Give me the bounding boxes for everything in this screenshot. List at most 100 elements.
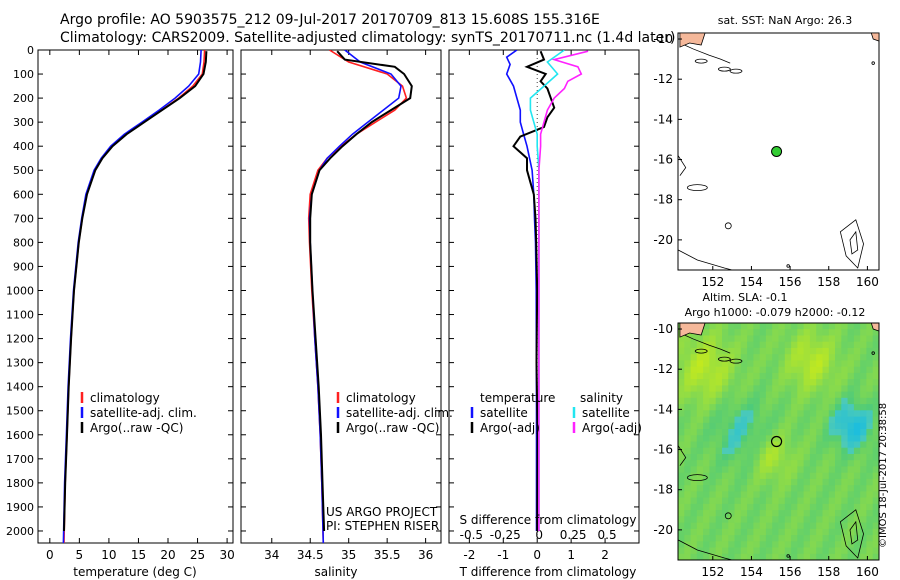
sla-cell	[722, 354, 729, 361]
map-x-tick-label: 158	[817, 565, 840, 579]
difference-series-line	[505, 50, 538, 531]
sla-cell	[803, 404, 811, 411]
sla-cell	[747, 347, 754, 355]
sla-cell	[678, 391, 685, 399]
sla-cell	[715, 472, 723, 480]
sla-cell	[747, 478, 754, 486]
sla-cell	[747, 360, 754, 368]
pi-annotation: PI: STEPHEN RISER	[326, 519, 439, 533]
sla-cell	[847, 329, 855, 336]
sla-cell	[747, 460, 754, 467]
sla-cell	[772, 472, 780, 480]
sla-cell	[778, 323, 786, 330]
map-y-tick-label: -10	[653, 322, 673, 336]
sla-cell	[803, 485, 811, 492]
sla-cell	[709, 522, 717, 530]
sla-cell	[772, 379, 780, 386]
sla-cell	[684, 354, 692, 361]
sla-cell	[772, 541, 780, 549]
sla-cell	[872, 416, 879, 424]
sla-cell	[841, 379, 849, 386]
sla-cell	[753, 478, 761, 486]
sla-cell	[841, 454, 849, 461]
sla-cell	[734, 547, 742, 555]
sla-cell	[753, 354, 761, 361]
sla-cell	[772, 360, 780, 368]
sla-cell	[835, 528, 842, 536]
sla-cell	[684, 335, 692, 343]
sla-cell	[784, 510, 792, 517]
sla-cell	[696, 497, 704, 505]
sla-cell	[765, 360, 773, 368]
sla-cell	[791, 422, 798, 430]
sla-cell	[816, 535, 824, 542]
sla-cell	[703, 447, 710, 455]
sla-cell	[835, 466, 842, 474]
sla-cell	[809, 410, 817, 418]
sla-cell	[791, 441, 798, 449]
sla-cell	[847, 441, 855, 449]
sla-cell	[803, 547, 811, 555]
sla-cell	[853, 335, 861, 343]
sla-cell	[866, 466, 874, 474]
sla-cell	[791, 379, 798, 386]
sla-cell	[678, 491, 685, 499]
sla-cell	[872, 366, 879, 374]
sla-cell	[816, 491, 824, 499]
sla-cell	[684, 360, 692, 368]
sla-cell	[778, 385, 786, 393]
sla-cell	[835, 547, 842, 555]
sla-cell	[728, 535, 736, 542]
reef-contour	[871, 61, 875, 65]
sla-cell	[835, 360, 842, 368]
sla-cell	[835, 323, 842, 330]
sla-cell	[740, 360, 748, 368]
sla-cell	[828, 354, 836, 361]
sla-map-content	[678, 323, 879, 560]
sla-cell	[778, 460, 786, 467]
sla-cell	[835, 454, 842, 461]
reef-contour	[724, 512, 732, 520]
sla-cell	[872, 372, 879, 380]
sla-cell	[722, 391, 729, 399]
sla-cell	[703, 347, 710, 355]
sla-cell	[690, 347, 698, 355]
sla-cell	[841, 478, 849, 486]
sla-cell	[872, 528, 879, 536]
sla-cell	[791, 397, 798, 405]
sla-cell	[791, 341, 798, 349]
sla-cell	[703, 510, 710, 517]
sla-cell	[784, 372, 792, 380]
sla-cell	[772, 497, 780, 505]
sla-cell	[715, 422, 723, 430]
sla-cell	[765, 422, 773, 430]
sla-cell	[809, 416, 817, 424]
sla-cell	[709, 454, 717, 461]
sla-cell	[847, 541, 855, 549]
temperature-series	[62, 50, 208, 543]
sla-cell	[765, 491, 773, 499]
sla-cell	[678, 354, 685, 361]
x-tick-label: 15	[131, 548, 146, 562]
map-y-tick-label: -14	[653, 402, 673, 416]
sla-cell	[772, 341, 780, 349]
sla-cell	[835, 354, 842, 361]
sla-cell	[772, 391, 780, 399]
sla-cell	[728, 528, 736, 536]
sla-cell	[809, 435, 817, 443]
reef-contour	[686, 184, 708, 192]
sla-cell	[690, 503, 698, 511]
y-tick-label: 300	[13, 116, 34, 129]
sla-cell	[822, 447, 830, 455]
sla-cell	[765, 510, 773, 517]
sla-cell	[703, 516, 710, 524]
sla-cell	[847, 454, 855, 461]
sla-cell	[747, 472, 754, 480]
sla-cell	[816, 335, 824, 343]
sla-cell	[684, 410, 692, 418]
sla-cell	[847, 447, 855, 455]
sla-cell	[828, 510, 836, 517]
sla-cell	[828, 447, 836, 455]
sla-cell	[860, 335, 868, 343]
sla-cell	[835, 478, 842, 486]
